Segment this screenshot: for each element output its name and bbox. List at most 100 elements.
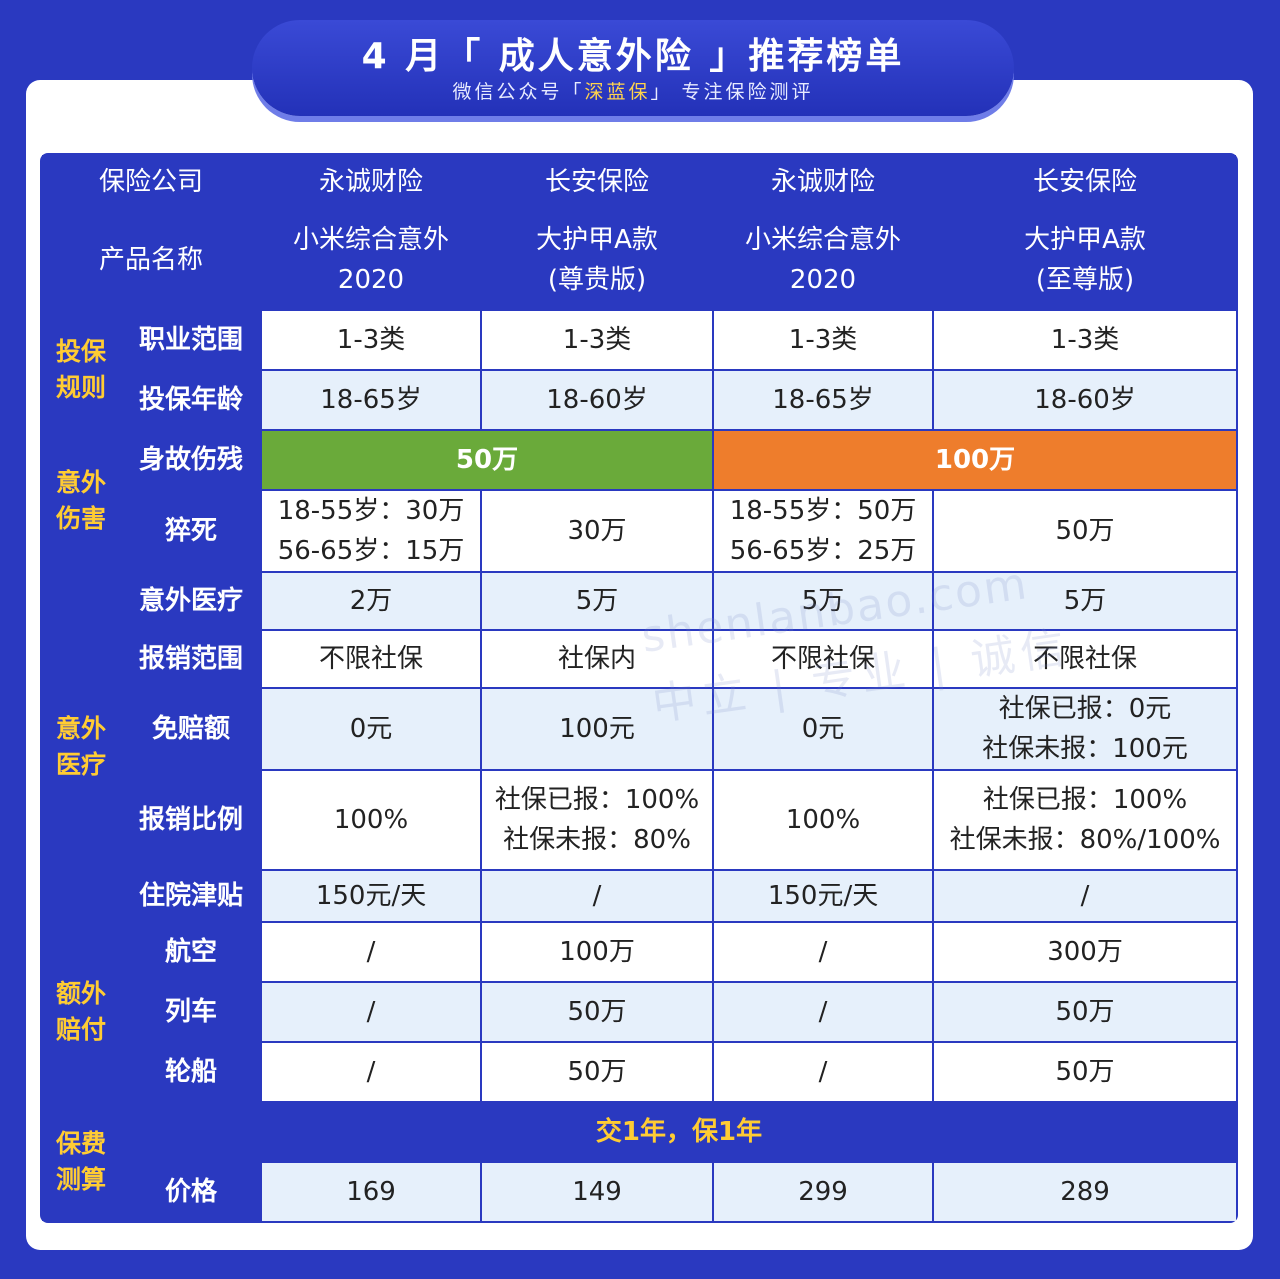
table-cell: 50万 (934, 491, 1237, 571)
row-label: 航空 (122, 923, 261, 981)
table-cell: / (262, 923, 481, 981)
table-cell: 社保已报：0元 社保未报：100元 (934, 689, 1237, 769)
table-cell: / (714, 923, 933, 981)
table-cell: 0元 (714, 689, 933, 769)
table-cell: 5万 (714, 573, 933, 629)
subtitle-prefix: 微信公众号「 (452, 81, 585, 103)
table-cell: 100% (262, 771, 481, 869)
table-cell: 50万 (482, 1043, 713, 1101)
subtitle-suffix: 」 专注保险测评 (650, 81, 814, 103)
row-label: 猝死 (122, 491, 261, 571)
table-cell: 18-60岁 (482, 371, 713, 429)
table-cell: / (714, 983, 933, 1041)
price-cell: 169 (262, 1163, 481, 1221)
table-row: 额外 赔付 航空 / 100万 / 300万 (42, 923, 1237, 1101)
table-cell: 1-3类 (934, 311, 1237, 369)
table-cell: 100% (714, 771, 933, 869)
table-row: 保费 测算 交1年，保1年 (42, 1103, 1237, 1221)
company-cell: 长安保险 (482, 155, 713, 209)
product-row: 产品名称 小米综合意外 2020 大护甲A款 (尊贵版) 小米综合意外 2020 大护… (42, 211, 1237, 309)
table-row: 意外 伤害 身故伤残 50万 100万 (42, 431, 1237, 571)
table-cell: 1-3类 (482, 311, 713, 369)
table-cell: 不限社保 (714, 631, 933, 687)
table-cell: 1-3类 (262, 311, 481, 369)
section-accident: 意外 伤害 (42, 431, 120, 571)
company-row: 保险公司 永诚财险 长安保险 永诚财险 长安保险 (42, 155, 1237, 209)
table-row: 价格 169 149 299 289 (42, 1163, 1237, 1221)
death-benefit-100: 100万 (714, 431, 1237, 489)
term-note: 交1年，保1年 (122, 1103, 1237, 1161)
section-medical: 意外 医疗 (42, 573, 120, 921)
table-cell: 18-55岁：50万 56-65岁：25万 (714, 491, 933, 571)
table-cell: 2万 (262, 573, 481, 629)
row-label: 列车 (122, 983, 261, 1041)
table-cell: / (934, 871, 1237, 921)
table-cell: 社保已报：100% 社保未报：80% (482, 771, 713, 869)
product-cell: 小米综合意外 2020 (714, 211, 933, 309)
row-label: 住院津贴 (122, 871, 261, 921)
product-cell: 大护甲A款 (至尊版) (934, 211, 1237, 309)
table-cell: 100万 (482, 923, 713, 981)
section-rules: 投保 规则 (42, 311, 120, 429)
table-cell: 50万 (934, 983, 1237, 1041)
row-label: 免赔额 (122, 689, 261, 769)
table-row: 投保 规则 职业范围 1-3类 1-3类 1-3类 1-3类 (42, 311, 1237, 429)
table-cell: / (262, 1043, 481, 1101)
table-cell: / (482, 871, 713, 921)
table-row: 轮船 / 50万 / 50万 (42, 1043, 1237, 1101)
table-row: 意外 医疗 意外医疗 2万 5万 5万 5万 (42, 573, 1237, 921)
table-cell: 50万 (934, 1043, 1237, 1101)
table-cell: 5万 (934, 573, 1237, 629)
table-cell: 150元/天 (262, 871, 481, 921)
table-row: 猝死 18-55岁：30万 56-65岁：15万 30万 18-55岁：50万 56… (42, 491, 1237, 571)
table-cell: / (262, 983, 481, 1041)
company-cell: 长安保险 (934, 155, 1237, 209)
section-extra: 额外 赔付 (42, 923, 120, 1101)
price-cell: 149 (482, 1163, 713, 1221)
table-cell: 18-60岁 (934, 371, 1237, 429)
table-cell: 300万 (934, 923, 1237, 981)
table-cell: 1-3类 (714, 311, 933, 369)
comparison-table: 保险公司 永诚财险 长安保险 永诚财险 长安保险 产品名称 小米综合意外 2020… (40, 153, 1239, 1223)
table-cell: / (714, 1043, 933, 1101)
row-label: 职业范围 (122, 311, 261, 369)
row-label: 报销范围 (122, 631, 261, 687)
table-cell: 社保内 (482, 631, 713, 687)
table-row: 投保年龄 18-65岁 18-60岁 18-65岁 18-60岁 (42, 371, 1237, 429)
table-cell: 50万 (482, 983, 713, 1041)
table-cell: 社保已报：100% 社保未报：80%/100% (934, 771, 1237, 869)
row-label: 投保年龄 (122, 371, 261, 429)
row-label: 身故伤残 (122, 431, 261, 489)
section-premium: 保费 测算 (42, 1103, 120, 1221)
table-row: 列车 / 50万 / 50万 (42, 983, 1237, 1041)
company-cell: 永诚财险 (262, 155, 481, 209)
row-label: 价格 (122, 1163, 261, 1221)
row-label: 轮船 (122, 1043, 261, 1101)
table-cell: 18-65岁 (262, 371, 481, 429)
table-cell: 30万 (482, 491, 713, 571)
row-label: 意外医疗 (122, 573, 261, 629)
table-row: 住院津贴 150元/天 / 150元/天 / (42, 871, 1237, 921)
table-row: 报销比例 100% 社保已报：100% 社保未报：80% 100% 社保已报：10… (42, 771, 1237, 869)
table-cell: 不限社保 (934, 631, 1237, 687)
page-title: 4 月「 成人意外险 」推荐榜单 (361, 36, 905, 77)
table-cell: 150元/天 (714, 871, 933, 921)
table-cell: 18-55岁：30万 56-65岁：15万 (262, 491, 481, 571)
title-banner: 4 月「 成人意外险 」推荐榜单 微信公众号「深蓝保」 专注保险测评 (252, 20, 1014, 116)
company-header: 保险公司 (42, 155, 261, 209)
table-cell: 不限社保 (262, 631, 481, 687)
product-cell: 大护甲A款 (尊贵版) (482, 211, 713, 309)
product-cell: 小米综合意外 2020 (262, 211, 481, 309)
table-cell: 100元 (482, 689, 713, 769)
company-cell: 永诚财险 (714, 155, 933, 209)
page-subtitle: 微信公众号「深蓝保」 专注保险测评 (252, 80, 1014, 104)
table-cell: 0元 (262, 689, 481, 769)
brand-name: 深蓝保 (584, 81, 651, 103)
table-cell: 5万 (482, 573, 713, 629)
price-cell: 299 (714, 1163, 933, 1221)
product-header: 产品名称 (42, 211, 261, 309)
row-label: 报销比例 (122, 771, 261, 869)
table-cell: 18-65岁 (714, 371, 933, 429)
death-benefit-50: 50万 (262, 431, 713, 489)
table-row: 报销范围 不限社保 社保内 不限社保 不限社保 (42, 631, 1237, 687)
